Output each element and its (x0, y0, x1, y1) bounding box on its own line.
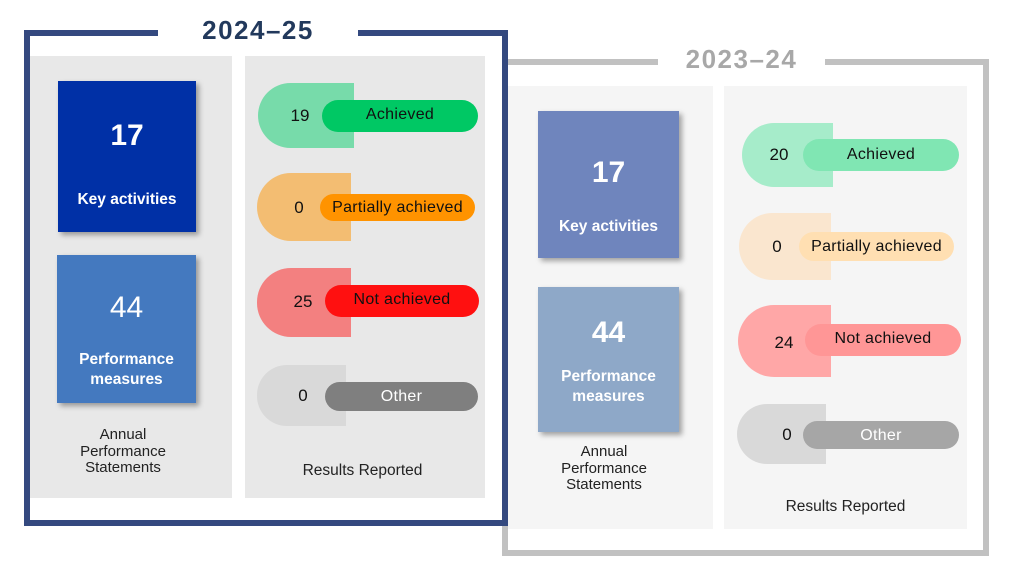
current-partially-achieved-value: 0 (294, 198, 304, 217)
current-not-achieved-pill: Not achieved (325, 285, 479, 317)
current-results-caption: Results Reported (302, 462, 423, 479)
current-performance-measures-label-1: Performance (79, 351, 174, 368)
previous-aps-caption: Annual Performance Statements (538, 443, 670, 494)
caption-line: Statements (566, 476, 642, 493)
current-aps-caption: Annual Performance Statements (57, 426, 189, 477)
previous-key-activities-value: 17 (591, 156, 626, 189)
previous-results-caption: Results Reported (785, 498, 906, 515)
previous-partially-achieved-pill: Partially achieved (799, 232, 954, 261)
previous-other-pill: Other (803, 421, 959, 449)
current-performance-measures-label-2: measures (90, 371, 163, 388)
caption-line: Performance (80, 442, 166, 460)
previous-performance-measures-label-1: Performance (561, 368, 656, 385)
caption-line: Annual (99, 426, 147, 443)
previous-performance-measures-card: 44 Performance measures (538, 287, 679, 432)
current-achieved-pill: Achieved (322, 100, 478, 132)
current-year-title: 2024–25 (158, 13, 358, 47)
previous-other-value: 0 (782, 425, 792, 444)
previous-achieved-pill: Achieved (803, 139, 959, 171)
previous-year-title: 2023–24 (658, 42, 825, 76)
current-other-pill: Other (325, 382, 478, 411)
previous-key-activities-label: Key activities (558, 218, 659, 235)
previous-performance-measures-value: 44 (591, 316, 626, 349)
current-performance-measures-card: 44 Performance measures (57, 255, 196, 403)
current-key-activities-value: 17 (110, 119, 144, 152)
current-not-achieved-value: 25 (293, 292, 313, 311)
previous-key-activities-card: 17 Key activities (538, 111, 679, 258)
caption-line: Performance (561, 459, 647, 477)
current-achieved-value: 19 (290, 106, 310, 125)
current-other-value: 0 (298, 386, 308, 405)
caption-line: Statements (85, 459, 161, 476)
current-performance-measures-value: 44 (109, 291, 144, 324)
previous-performance-measures-label-2: measures (572, 388, 645, 405)
current-key-activities-card: 17 Key activities (58, 81, 196, 232)
previous-not-achieved-value: 24 (774, 333, 794, 352)
current-key-activities-label: Key activities (77, 191, 177, 208)
caption-line: Annual (580, 443, 628, 460)
previous-achieved-value: 20 (769, 145, 789, 164)
previous-not-achieved-pill: Not achieved (805, 324, 961, 356)
current-partially-achieved-pill: Partially achieved (320, 194, 475, 221)
previous-partially-achieved-value: 0 (772, 237, 782, 256)
